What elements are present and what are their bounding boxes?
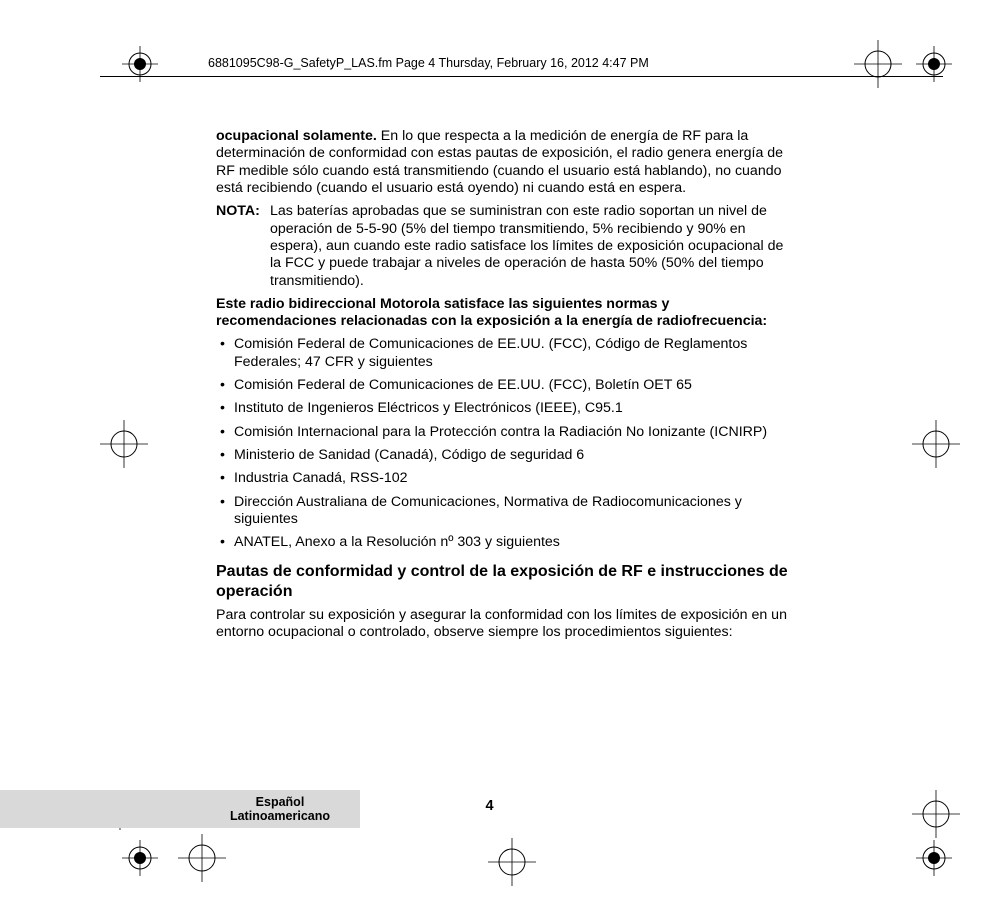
note-label: NOTA:: [216, 203, 270, 290]
page-content: ocupacional solamente. En lo que respect…: [216, 128, 792, 648]
page-number: 4: [486, 798, 494, 814]
registration-mark-icon: [916, 840, 952, 876]
registration-mark-icon: [854, 40, 902, 88]
list-item: ANATEL, Anexo a la Resolución nº 303 y s…: [216, 534, 792, 551]
compliance-statement: Este radio bidireccional Motorola satisf…: [216, 296, 792, 331]
registration-mark-icon: [178, 834, 226, 882]
section-heading: Pautas de conformidad y control de la ex…: [216, 562, 792, 604]
registration-mark-icon: [912, 420, 960, 468]
list-item: Comisión Federal de Comunicaciones de EE…: [216, 336, 792, 371]
paragraph-procedures: Para controlar su exposición y asegurar …: [216, 607, 792, 642]
footer-language-label: EspañolLatinoamericano: [230, 795, 330, 824]
header-runner: 6881095C98-G_SafetyP_LAS.fm Page 4 Thurs…: [208, 56, 649, 70]
registration-mark-icon: [916, 46, 952, 82]
list-item: Industria Canadá, RSS-102: [216, 470, 792, 487]
lead-bold: ocupacional solamente.: [216, 128, 377, 144]
footer-language-band: EspañolLatinoamericano: [0, 790, 360, 828]
header-rule: [100, 76, 943, 77]
registration-mark-icon: [122, 46, 158, 82]
list-item: Ministerio de Sanidad (Canadá), Código d…: [216, 447, 792, 464]
note-block: NOTA: Las baterías aprobadas que se sumi…: [216, 203, 792, 290]
list-item: Comisión Federal de Comunicaciones de EE…: [216, 377, 792, 394]
registration-mark-icon: [912, 790, 960, 838]
note-body: Las baterías aprobadas que se suministra…: [270, 203, 792, 290]
registration-mark-icon: [488, 838, 536, 886]
list-item: Instituto de Ingenieros Eléctricos y Ele…: [216, 400, 792, 417]
registration-mark-icon: [122, 840, 158, 876]
list-item: Comisión Internacional para la Protecció…: [216, 424, 792, 441]
standards-list: Comisión Federal de Comunicaciones de EE…: [216, 336, 792, 551]
paragraph-occupational: ocupacional solamente. En lo que respect…: [216, 128, 792, 197]
registration-mark-icon: [100, 420, 148, 468]
list-item: Dirección Australiana de Comunicaciones,…: [216, 494, 792, 529]
